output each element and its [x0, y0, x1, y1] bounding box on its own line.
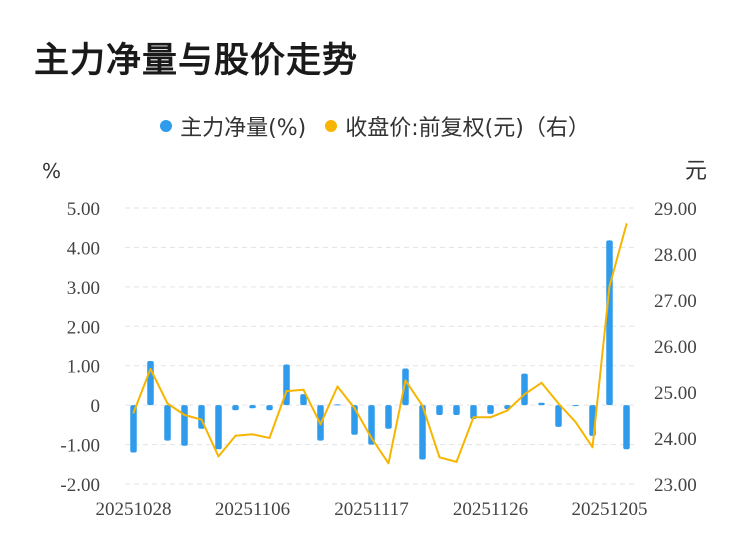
close-price-point: [302, 388, 305, 391]
close-price-point: [319, 423, 322, 426]
close-price-point: [421, 404, 424, 407]
close-price-point: [353, 407, 356, 410]
legend-item-close-price[interactable]: 收盘价:前复权(元)（右）: [325, 110, 590, 142]
net-volume-bar[interactable]: [317, 405, 324, 441]
left-tick-label: 0: [91, 396, 101, 417]
close-price-point: [387, 462, 390, 465]
close-price-point: [251, 433, 254, 436]
left-tick-label: 5.00: [67, 199, 100, 220]
x-tick-label: 20251117: [334, 499, 409, 520]
close-price-point: [523, 393, 526, 396]
net-volume-bar[interactable]: [164, 405, 171, 441]
close-price-point: [540, 381, 543, 384]
close-price-point: [506, 409, 509, 412]
left-axis-unit: %: [42, 159, 61, 183]
net-volume-bars: [130, 240, 630, 460]
net-volume-bar[interactable]: [402, 368, 409, 406]
net-volume-bar[interactable]: [283, 364, 290, 406]
net-volume-bar[interactable]: [232, 405, 239, 411]
net-volume-bar[interactable]: [470, 405, 477, 419]
x-tick-label: 20251106: [215, 499, 290, 520]
close-price-point: [574, 420, 577, 423]
net-volume-bar[interactable]: [334, 404, 341, 406]
net-volume-bar[interactable]: [130, 405, 137, 453]
right-tick-label: 27.00: [654, 291, 697, 312]
close-price-point: [455, 460, 458, 463]
close-price-point: [149, 368, 152, 370]
grid-lines: [125, 207, 635, 485]
net-volume-bar[interactable]: [589, 405, 596, 436]
close-price-point: [234, 434, 237, 437]
chart-title: 主力净量与股价走势: [34, 41, 359, 81]
net-volume-bar[interactable]: [436, 405, 443, 415]
right-tick-label: 23.00: [654, 475, 697, 496]
net-volume-bar[interactable]: [623, 405, 630, 450]
legend-dot-net-volume: [160, 120, 173, 132]
net-volume-bar[interactable]: [504, 405, 511, 410]
close-price-point: [217, 455, 220, 458]
close-price-point: [591, 446, 594, 449]
close-price-point: [285, 390, 288, 393]
left-tick-label: 3.00: [67, 278, 100, 299]
right-axis-unit: 元: [685, 159, 707, 184]
right-tick-label: 28.00: [654, 245, 697, 266]
net-volume-bar[interactable]: [300, 394, 307, 406]
net-volume-bar[interactable]: [147, 360, 154, 406]
close-price-polyline[interactable]: [132, 223, 628, 465]
close-price-point: [608, 285, 611, 288]
net-volume-bar[interactable]: [538, 402, 545, 406]
close-price-point: [404, 379, 407, 382]
x-tick-label: 20251028: [96, 499, 172, 520]
net-volume-bar[interactable]: [181, 405, 188, 446]
left-tick-label: 2.00: [67, 317, 100, 338]
right-tick-label: 25.00: [654, 383, 697, 404]
net-volume-bar[interactable]: [368, 405, 375, 445]
net-volume-bar[interactable]: [351, 405, 358, 435]
net-volume-bar[interactable]: [572, 405, 579, 407]
legend-label-net-volume: 主力净量(%): [180, 116, 307, 141]
left-tick-label: 4.00: [67, 238, 100, 259]
net-volume-bar[interactable]: [487, 405, 494, 414]
legend: 主力净量(%) 收盘价:前复权(元)（右）: [0, 110, 750, 142]
close-price-point: [557, 402, 560, 405]
net-volume-bar[interactable]: [249, 405, 256, 409]
left-tick-label: -1.00: [60, 436, 100, 457]
net-volume-bar[interactable]: [606, 240, 613, 406]
left-y-axis: 5.00 4.00 3.00 2.00 1.00 0 -1.00 -2.00: [60, 199, 100, 496]
legend-label-close-price: 收盘价:前复权(元)（右）: [345, 116, 590, 141]
net-volume-bar[interactable]: [453, 405, 460, 415]
close-price-point: [183, 414, 186, 416]
legend-dot-close-price: [325, 120, 338, 132]
close-price-line: [132, 223, 628, 465]
net-volume-bar[interactable]: [266, 405, 273, 411]
x-axis: 20251028 20251106 20251117 20251126 20251205: [96, 499, 648, 520]
close-price-point: [132, 411, 135, 414]
net-volume-bar[interactable]: [555, 405, 562, 427]
net-volume-bar[interactable]: [198, 405, 205, 429]
left-tick-label: 1.00: [67, 357, 100, 378]
close-price-point: [438, 456, 441, 459]
close-price-point: [268, 437, 271, 439]
net-volume-bar[interactable]: [385, 405, 392, 429]
close-price-point: [625, 223, 628, 226]
legend-item-net-volume[interactable]: 主力净量(%): [160, 110, 306, 142]
close-price-point: [370, 437, 373, 439]
net-volume-bar[interactable]: [215, 405, 222, 450]
close-price-point: [472, 416, 475, 419]
left-tick-label: -2.00: [60, 475, 100, 496]
close-price-point: [166, 402, 169, 405]
right-tick-label: 29.00: [654, 199, 697, 220]
close-price-point: [200, 418, 203, 421]
right-tick-label: 26.00: [654, 337, 697, 358]
close-price-point: [336, 385, 339, 388]
net-volume-bar[interactable]: [419, 405, 426, 460]
net-volume-bar[interactable]: [521, 373, 528, 406]
x-tick-label: 20251126: [453, 499, 528, 520]
right-tick-label: 24.00: [654, 429, 697, 450]
right-y-axis: 29.00 28.00 27.00 26.00 25.00 24.00 23.00: [654, 199, 697, 496]
x-tick-label: 20251205: [572, 499, 648, 520]
close-price-point: [489, 416, 492, 419]
